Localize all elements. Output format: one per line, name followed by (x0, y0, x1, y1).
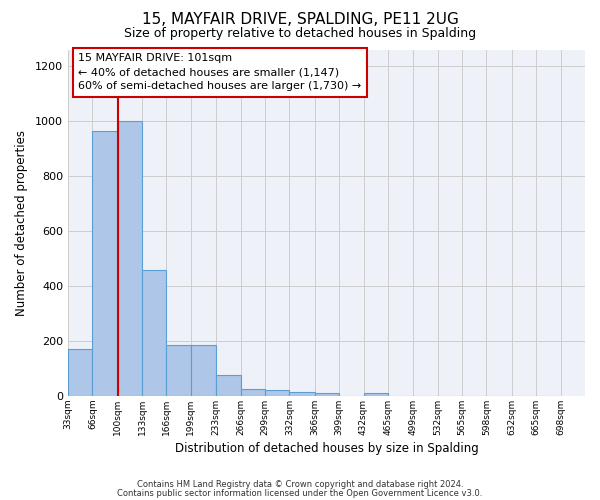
Text: Contains public sector information licensed under the Open Government Licence v3: Contains public sector information licen… (118, 488, 482, 498)
Bar (265, 390, 289, 396)
X-axis label: Distribution of detached houses by size in Spalding: Distribution of detached houses by size … (175, 442, 478, 455)
Bar (364, 393, 388, 396)
Bar (166, 345, 191, 396)
Bar (191, 345, 216, 396)
Bar (92, 131, 118, 396)
Text: Size of property relative to detached houses in Spalding: Size of property relative to detached ho… (124, 28, 476, 40)
Text: 15, MAYFAIR DRIVE, SPALDING, PE11 2UG: 15, MAYFAIR DRIVE, SPALDING, PE11 2UG (142, 12, 458, 28)
Bar (289, 392, 314, 396)
Text: Contains HM Land Registry data © Crown copyright and database right 2024.: Contains HM Land Registry data © Crown c… (137, 480, 463, 489)
Bar (314, 393, 339, 396)
Bar (216, 376, 241, 396)
Bar (68, 349, 92, 396)
Y-axis label: Number of detached properties: Number of detached properties (15, 130, 28, 316)
Bar (142, 270, 166, 396)
Bar (241, 389, 265, 396)
Bar (118, 122, 142, 396)
Text: 15 MAYFAIR DRIVE: 101sqm
← 40% of detached houses are smaller (1,147)
60% of sem: 15 MAYFAIR DRIVE: 101sqm ← 40% of detach… (78, 54, 362, 92)
